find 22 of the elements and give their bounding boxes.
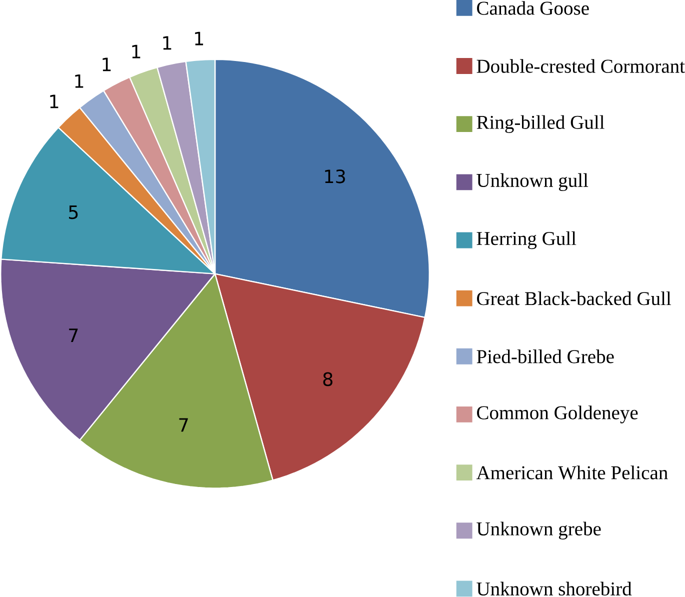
legend-label: Unknown grebe xyxy=(476,522,601,540)
data-label: 1 xyxy=(132,45,140,58)
data-label: 8 xyxy=(323,372,332,386)
legend-label: Double-crested Cormorant xyxy=(476,59,685,74)
legend-label: Canada Goose xyxy=(477,1,589,15)
legend-label: Common Goldeneye xyxy=(477,406,638,424)
legend-label: Herring Gull xyxy=(476,232,576,250)
legend-label: Great Black-backed Gull xyxy=(477,292,672,306)
data-label: 1 xyxy=(75,74,84,88)
data-label: 5 xyxy=(69,206,78,220)
data-label: 1 xyxy=(102,58,111,72)
legend-label: Unknown gull xyxy=(476,173,588,192)
legend-label: American White Pelican xyxy=(476,466,668,480)
legend-label: Ring-billed Gull xyxy=(476,115,604,134)
data-label: 1 xyxy=(163,36,172,50)
legend-label: Unknown shorebird xyxy=(476,582,632,596)
legend-label: Pied-billed Grebe xyxy=(476,350,614,364)
data-label: 1 xyxy=(50,94,58,108)
data-label: 1 xyxy=(195,32,204,46)
data-label: 13 xyxy=(325,170,345,184)
data-label: 7 xyxy=(69,328,78,342)
data-label: 7 xyxy=(179,418,188,432)
